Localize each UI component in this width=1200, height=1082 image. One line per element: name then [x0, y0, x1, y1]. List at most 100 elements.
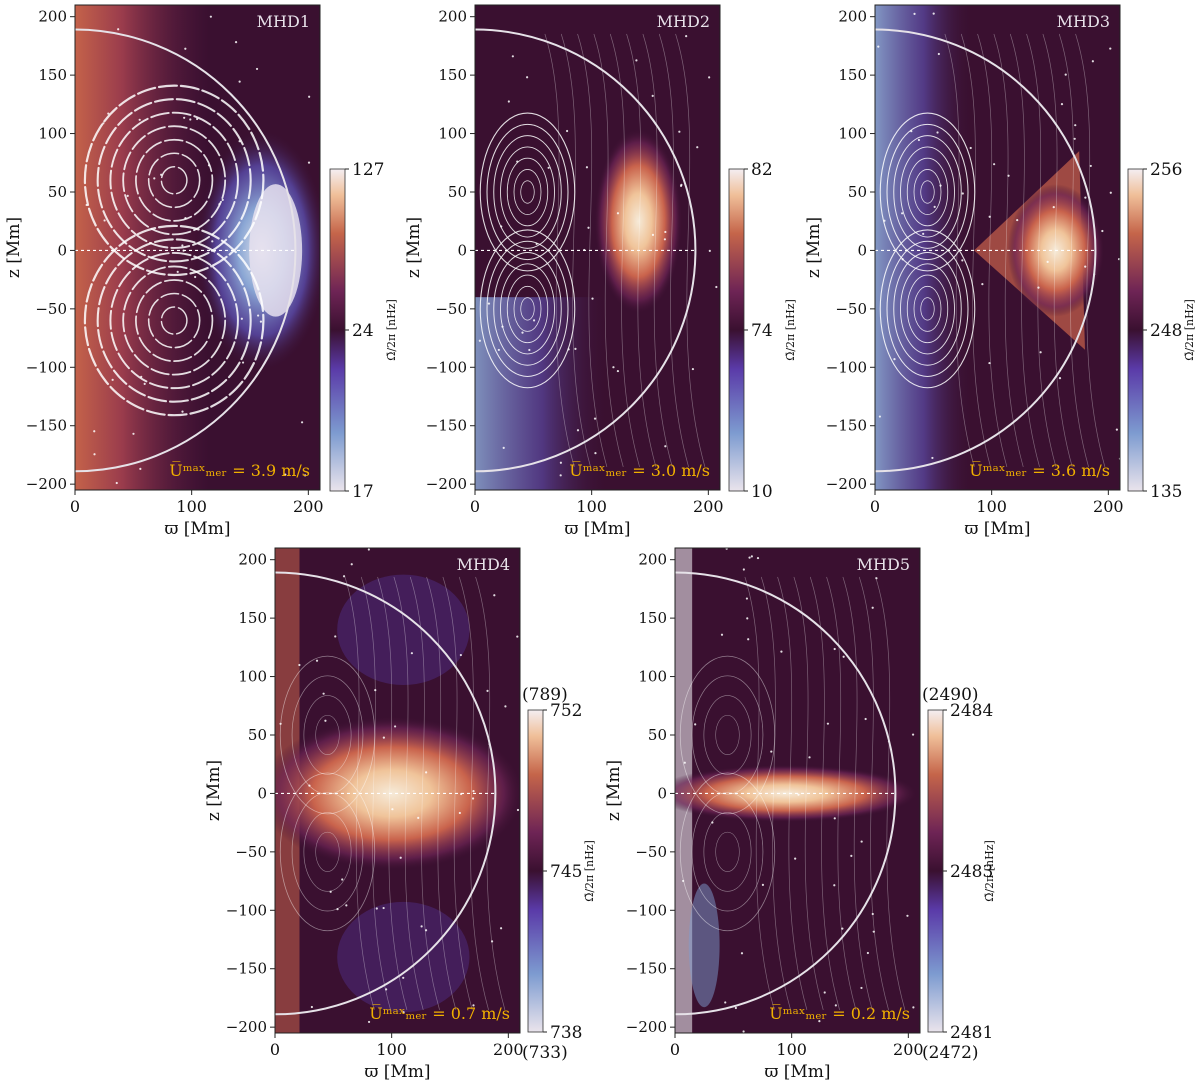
- streamline: [777, 576, 808, 1010]
- streamline: [913, 169, 942, 215]
- streamline: [500, 263, 555, 355]
- noise-dot: [663, 238, 667, 241]
- noise-dot: [750, 555, 753, 558]
- noise-dot: [115, 481, 118, 485]
- streamline: [147, 152, 201, 209]
- noise-dot: [234, 41, 238, 44]
- annotation-umax: U̅ᵐᵃˣₘₑᵣ = 0.7 m/s: [369, 1003, 510, 1023]
- x-tick-label: 100: [376, 1040, 407, 1059]
- streamline: [513, 169, 542, 215]
- annotation-umax: U̅ᵐᵃˣₘₑᵣ = 0.2 m/s: [769, 1003, 910, 1023]
- x-tick-label: 0: [70, 497, 80, 516]
- streamline: [122, 265, 227, 376]
- noise-dot: [218, 203, 221, 206]
- y-tick-label: −100: [426, 358, 467, 376]
- y-axis-label: z [Mm]: [604, 760, 624, 821]
- noise-dot: [1109, 191, 1112, 194]
- colorbar-outer-min: (733): [522, 1043, 568, 1063]
- colorbar-tick-min: 10: [751, 482, 773, 502]
- noise-dot: [748, 556, 751, 559]
- y-tick-label: −150: [426, 417, 467, 435]
- y-tick-label: 50: [248, 726, 267, 744]
- noise-dot: [559, 461, 562, 464]
- noise-dot: [143, 382, 146, 386]
- noise-dot: [375, 907, 378, 910]
- noise-dot: [683, 761, 686, 764]
- x-tick-label: 200: [893, 1040, 924, 1059]
- streamline: [493, 135, 562, 249]
- streamline: [409, 576, 440, 1010]
- noise-dot: [1084, 196, 1087, 199]
- colorbar-label: Ω̄/2π [nHz]: [983, 840, 996, 902]
- noise-dot: [679, 184, 683, 188]
- noise-dot: [715, 285, 718, 289]
- y-tick-label: 100: [38, 125, 67, 143]
- noise-dot: [616, 212, 620, 215]
- noise-dot: [1058, 377, 1062, 380]
- colorbar-tick-max: 752: [550, 701, 582, 721]
- noise-dot: [341, 878, 344, 881]
- noise-dot: [745, 597, 749, 600]
- streamline: [609, 33, 640, 467]
- y-tick-label: −50: [635, 843, 667, 861]
- streamline: [160, 306, 188, 335]
- annotation-umax: U̅ᵐᵃˣₘₑᵣ = 3.0 m/s: [569, 460, 710, 480]
- streamline: [303, 812, 352, 892]
- noise-dot: [194, 275, 197, 279]
- noise-dot: [559, 474, 562, 477]
- streamline: [658, 33, 689, 467]
- x-tick-label: 200: [293, 497, 324, 516]
- colorbar-label: Ω̄/2π [nHz]: [1183, 299, 1196, 361]
- x-tick-label: 200: [493, 1040, 524, 1059]
- field-rotation-lower: [337, 901, 470, 1013]
- streamline: [479, 229, 576, 389]
- colorbar-outer-max: (2490): [922, 685, 979, 705]
- colorbar: [527, 709, 544, 1033]
- noise-dot: [911, 733, 915, 736]
- x-axis-label: ϖ [Mm]: [964, 519, 1030, 539]
- colorbar-outer-max: (789): [522, 685, 568, 705]
- noise-dot: [176, 270, 179, 274]
- noise-dot: [472, 1004, 475, 1007]
- streamline: [83, 224, 265, 417]
- noise-dot: [893, 358, 896, 361]
- y-tick-label: 0: [57, 241, 67, 259]
- streamlines: [279, 576, 506, 1010]
- noise-dots: [682, 548, 915, 1033]
- noise-dot: [565, 129, 569, 133]
- noise-dot: [871, 606, 874, 609]
- colorbar: [927, 709, 944, 1033]
- noise-dots: [877, 12, 1120, 460]
- streamline: [703, 812, 752, 892]
- streamline: [520, 297, 535, 321]
- noise-dot: [181, 244, 184, 247]
- chart-panel-mhd3: MHD3 U̅ᵐᵃˣₘₑᵣ = 3.6 m/s 0 100 200 ϖ [Mm] 200 15…: [804, 4, 1196, 539]
- field-rotation-low: [875, 5, 973, 490]
- streamline: [109, 111, 239, 249]
- noise-dot: [310, 1005, 313, 1009]
- streamline: [906, 157, 949, 227]
- noise-dot: [872, 930, 875, 933]
- noise-dot: [1007, 174, 1010, 177]
- noise-dot: [528, 348, 531, 352]
- noise-dot: [742, 1030, 745, 1033]
- noise-dot: [402, 1011, 405, 1014]
- noise-dot: [502, 446, 505, 449]
- noise-dot: [497, 348, 500, 352]
- streamline: [135, 279, 214, 362]
- streamline: [679, 655, 776, 815]
- y-tick-label: −200: [26, 475, 67, 493]
- noise-dot: [111, 378, 114, 381]
- noise-dot: [818, 1020, 821, 1023]
- streamline: [1026, 33, 1057, 467]
- field-rotation-hotspot: [594, 128, 683, 314]
- y-tick-label: 200: [238, 551, 267, 569]
- plot-area: [275, 548, 520, 1033]
- noise-dot: [593, 417, 597, 420]
- streamline: [1042, 33, 1073, 467]
- noise-dot: [780, 650, 783, 653]
- noise-dot: [664, 445, 667, 448]
- y-axis-label: z [Mm]: [4, 217, 24, 278]
- noise-dot: [931, 456, 934, 460]
- y-tick-label: −50: [835, 300, 867, 318]
